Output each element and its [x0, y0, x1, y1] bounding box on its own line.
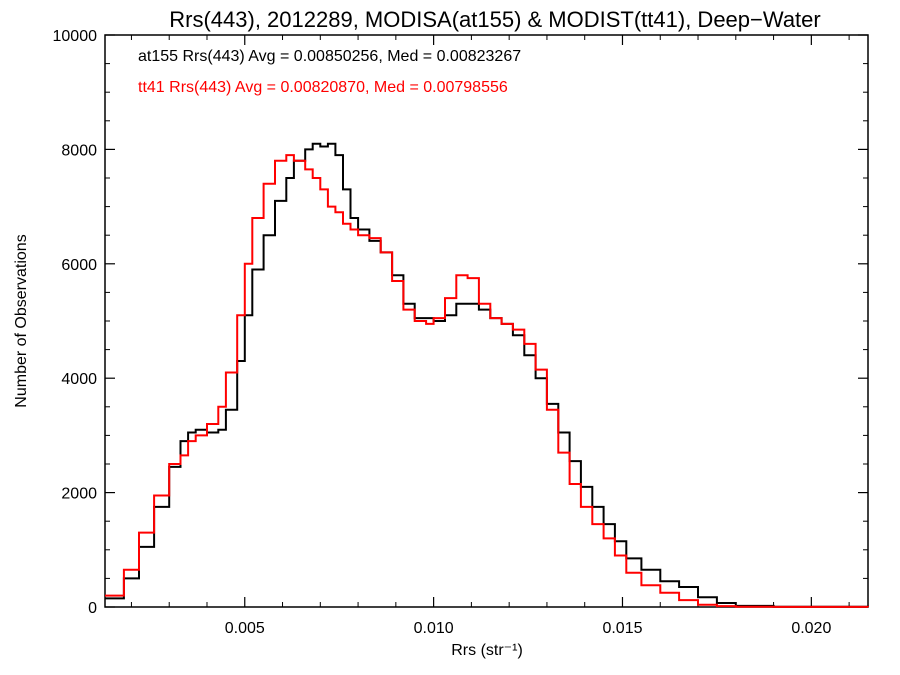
annotation-red: tt41 Rrs(443) Avg = 0.00820870, Med = 0.… — [138, 79, 508, 96]
x-tick-label: 0.005 — [225, 620, 265, 637]
y-axis-label: Number of Observations — [13, 234, 30, 407]
series-line-tt41 — [105, 154, 869, 608]
y-tick-label: 2000 — [61, 486, 97, 503]
annotation-black: at155 Rrs(443) Avg = 0.00850256, Med = 0… — [138, 48, 521, 65]
series-line-at155 — [105, 142, 869, 608]
x-axis-ticks: 0.005 0.010 0.015 0.020 — [130, 35, 850, 637]
x-tick-label: 0.020 — [791, 620, 831, 637]
y-axis-ticks: 0 2000 4000 6000 8000 10000 — [53, 28, 868, 617]
x-tick-label: 0.015 — [602, 620, 642, 637]
y-tick-label: 0 — [88, 600, 97, 617]
plot-frame — [104, 34, 869, 608]
series-layer — [105, 142, 869, 608]
y-tick-label: 6000 — [61, 257, 97, 274]
x-tick-label: 0.010 — [414, 620, 454, 637]
x-axis-label: Rrs (str⁻¹) — [451, 642, 523, 659]
y-tick-label: 8000 — [61, 142, 97, 159]
y-tick-label: 10000 — [53, 28, 98, 45]
chart-title: Rrs(443), 2012289, MODISA(at155) & MODIS… — [169, 7, 820, 32]
y-tick-label: 4000 — [61, 371, 97, 388]
